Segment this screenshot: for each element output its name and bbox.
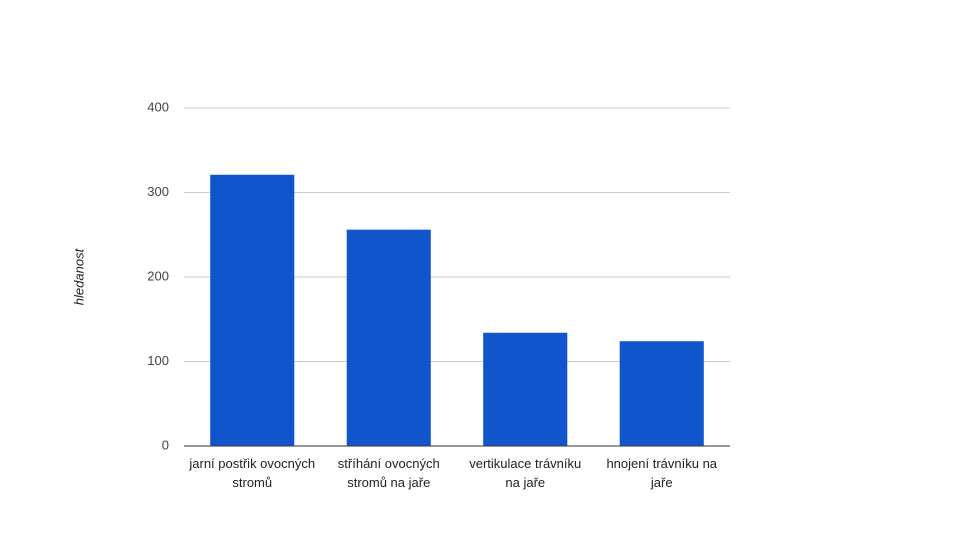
y-tick-label: 300 (147, 184, 169, 199)
bar (346, 229, 431, 446)
y-axis-label: hledanost (71, 247, 86, 305)
x-tick-label: stříhání ovocných stromů na jaře (337, 456, 440, 490)
x-tick-label: vertikulace trávníku na jaře (469, 456, 582, 490)
bar (619, 341, 704, 446)
bar (210, 174, 295, 446)
y-tick-label: 200 (147, 268, 169, 283)
x-tick-label: hnojení trávníku na jaře (606, 456, 718, 490)
y-tick-label: 100 (147, 353, 169, 368)
x-tick-label: jarní postřik ovocných stromů (189, 456, 316, 490)
bar (483, 332, 568, 446)
y-tick-label: 0 (162, 437, 169, 452)
y-tick-label: 400 (147, 99, 169, 114)
